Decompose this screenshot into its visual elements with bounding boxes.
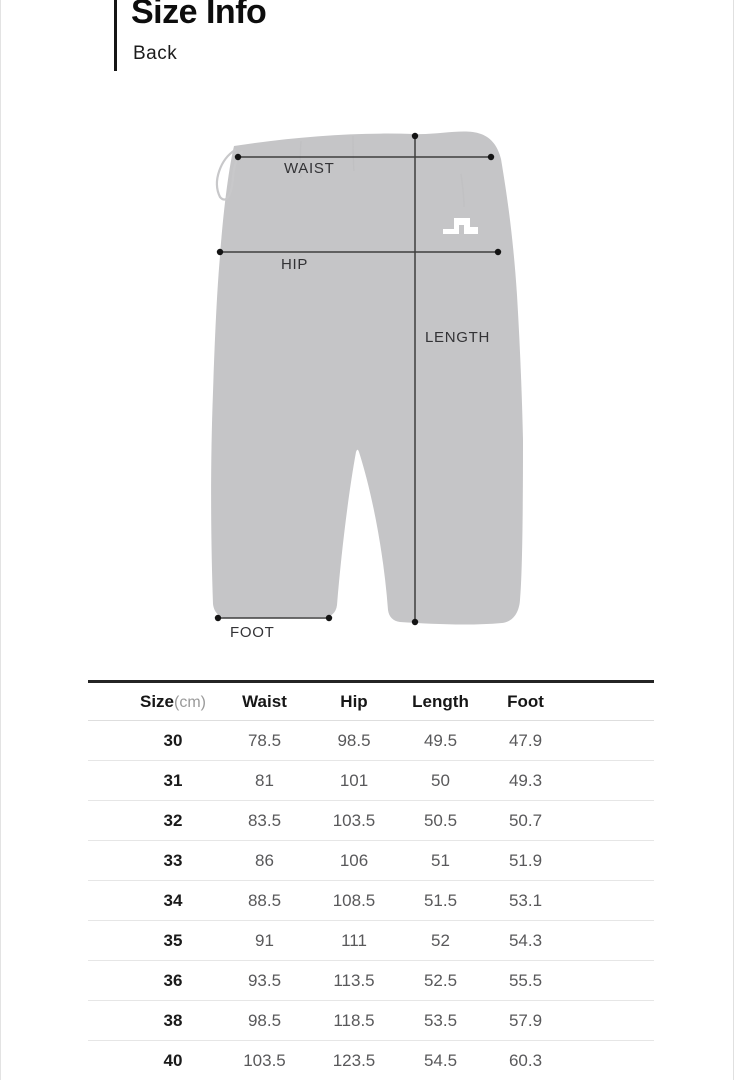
cell-length: 53.5 xyxy=(398,1000,483,1041)
cell-waist: 103.5 xyxy=(243,1050,286,1070)
cell-waist: 98.5 xyxy=(219,1000,310,1041)
table-row: 38 98.5 118.5 53.5 57.9 xyxy=(88,1000,654,1041)
length-label: LENGTH xyxy=(425,329,491,346)
cell-waist: 81 xyxy=(219,760,310,801)
cell-length: 49.5 xyxy=(398,720,483,761)
column-header-foot: Foot xyxy=(483,681,654,721)
cell-foot: 50.7 xyxy=(483,800,654,841)
cell-foot: 57.9 xyxy=(483,1000,654,1041)
size-table: Size(cm) Waist Hip Length Foot 30 78.5 9… xyxy=(88,680,654,1080)
cell-waist: 83.5 xyxy=(219,800,310,841)
cell-length: 52 xyxy=(398,920,483,961)
title-accent-bar xyxy=(114,0,117,71)
column-header-hip: Hip xyxy=(310,681,398,721)
cell-waist: 88.5 xyxy=(219,880,310,921)
cell-hip: 101 xyxy=(310,760,398,801)
size-unit-label: (cm) xyxy=(174,693,206,711)
table-row: 36 93.5 113.5 52.5 55.5 xyxy=(88,960,654,1001)
cell-size: 36 xyxy=(88,960,219,1001)
cell-hip: 111 xyxy=(310,920,398,961)
drawstring-loop xyxy=(215,148,244,201)
cell-foot: 51.9 xyxy=(483,840,654,881)
cell-length: 54.5 xyxy=(423,1050,458,1070)
cell-length: 51 xyxy=(398,840,483,881)
waist-label: WAIST xyxy=(284,160,335,177)
cell-hip: 113.5 xyxy=(310,960,398,1001)
cell-length: 51.5 xyxy=(398,880,483,921)
column-header-waist: Waist xyxy=(219,681,310,721)
cell-hip: 118.5 xyxy=(310,1000,398,1041)
table-row: 31 81 101 50 49.3 xyxy=(88,760,654,801)
cell-size: 30 xyxy=(88,720,219,761)
foot-label: FOOT xyxy=(230,624,275,641)
cell-size: 40 xyxy=(163,1050,183,1070)
cell-hip: 123.5 xyxy=(332,1050,376,1070)
hip-label: HIP xyxy=(281,256,309,273)
cell-foot: 54.3 xyxy=(483,920,654,961)
cell-waist: 93.5 xyxy=(219,960,310,1001)
table-row: 33 86 106 51 51.9 xyxy=(88,840,654,881)
table-row: 35 91 111 52 54.3 xyxy=(88,920,654,961)
column-header-length: Length xyxy=(398,681,483,721)
cell-size: 35 xyxy=(88,920,219,961)
cell-hip: 106 xyxy=(310,840,398,881)
page-subtitle: Back xyxy=(133,43,178,64)
cell-waist: 86 xyxy=(219,840,310,881)
size-table-header-row: Size(cm) Waist Hip Length Foot xyxy=(88,681,654,721)
cell-size: 34 xyxy=(88,880,219,921)
table-row: 32 83.5 103.5 50.5 50.7 xyxy=(88,800,654,841)
page-title: Size Info xyxy=(131,0,267,31)
shorts-silhouette xyxy=(211,131,523,625)
cell-foot: 55.5 xyxy=(483,960,654,1001)
fabric-creases xyxy=(299,135,465,208)
cell-hip: 98.5 xyxy=(310,720,398,761)
cell-waist: 78.5 xyxy=(219,720,310,761)
cell-hip: 103.5 xyxy=(310,800,398,841)
cell-size: 38 xyxy=(88,1000,219,1041)
cell-size: 31 xyxy=(88,760,219,801)
cell-size: 33 xyxy=(88,840,219,881)
column-header-size: Size(cm) xyxy=(88,681,219,721)
table-row: 30 78.5 98.5 49.5 47.9 xyxy=(88,720,654,761)
table-row: 40 103.5 123.5 54.5 60.3 xyxy=(88,1041,654,1080)
cell-length: 52.5 xyxy=(398,960,483,1001)
cell-length: 50.5 xyxy=(398,800,483,841)
cell-foot: 47.9 xyxy=(483,720,654,761)
cell-waist: 91 xyxy=(219,920,310,961)
jl-bridge-logo-icon xyxy=(443,218,478,234)
table-row: 34 88.5 108.5 51.5 53.1 xyxy=(88,880,654,921)
cell-foot: 53.1 xyxy=(483,880,654,921)
cell-size: 32 xyxy=(88,800,219,841)
measurement-lines xyxy=(218,136,498,622)
cell-foot: 60.3 xyxy=(508,1050,543,1070)
cell-hip: 108.5 xyxy=(310,880,398,921)
cell-length: 50 xyxy=(398,760,483,801)
cell-foot: 49.3 xyxy=(483,760,654,801)
shorts-diagram-graphic xyxy=(211,131,523,626)
measurement-dots xyxy=(214,132,502,626)
